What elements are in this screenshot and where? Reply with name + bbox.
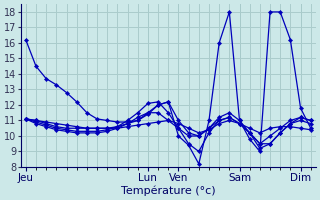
X-axis label: Température (°c): Température (°c) [121, 185, 216, 196]
